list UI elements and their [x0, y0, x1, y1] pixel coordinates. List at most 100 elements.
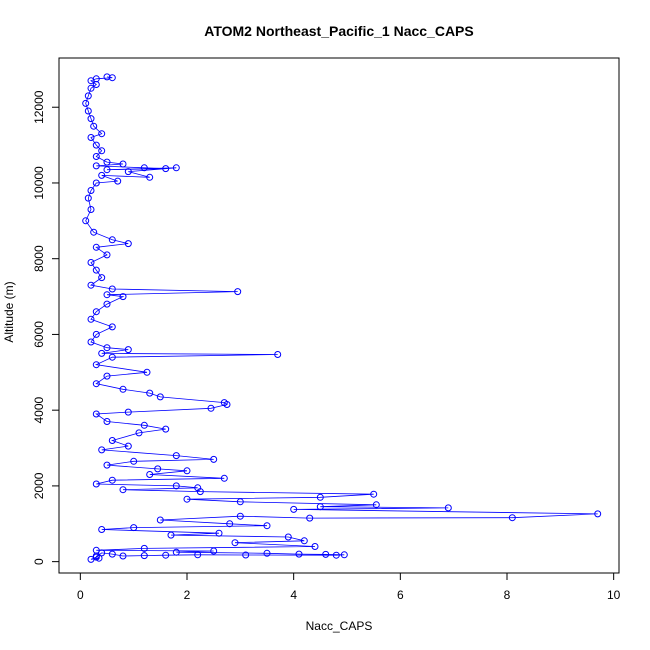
- data-point: [162, 551, 170, 559]
- data-point: [340, 551, 348, 559]
- data-point: [172, 482, 180, 490]
- data-point: [92, 141, 100, 149]
- data-point: [372, 501, 380, 509]
- data-point: [290, 505, 298, 513]
- data-point: [87, 338, 95, 346]
- data-point: [196, 488, 204, 496]
- data-point: [322, 550, 330, 558]
- data-point: [370, 490, 378, 498]
- data-point: [87, 206, 95, 213]
- data-point: [119, 486, 127, 494]
- x-axis-label: Nacc_CAPS: [306, 619, 373, 633]
- data-point: [87, 555, 95, 563]
- data-point: [220, 474, 228, 482]
- data-point: [236, 512, 244, 520]
- data-point: [119, 160, 127, 168]
- data-point: [98, 549, 106, 557]
- y-tick-label: 8000: [32, 245, 46, 272]
- x-tick-label: 6: [397, 588, 404, 602]
- data-point: [87, 281, 95, 289]
- data-point: [108, 437, 116, 444]
- data-point: [98, 349, 106, 357]
- x-axis: 0 2 4 6 8 10: [77, 572, 621, 602]
- series-line: [85, 76, 598, 560]
- data-point: [156, 393, 164, 401]
- data-point: [146, 173, 154, 181]
- data-point: [183, 495, 191, 503]
- data-point: [226, 520, 234, 528]
- data-point: [210, 547, 218, 555]
- data-point: [234, 288, 242, 296]
- data-point: [98, 446, 106, 454]
- data-point: [135, 429, 143, 437]
- data-point: [242, 551, 250, 559]
- data-point: [92, 361, 100, 369]
- data-point: [124, 346, 132, 354]
- data-point: [124, 408, 132, 416]
- data-point: [98, 274, 106, 282]
- data-point: [167, 531, 175, 539]
- data-point: [92, 330, 100, 338]
- x-tick-label: 8: [504, 588, 511, 602]
- data-point: [236, 498, 244, 506]
- data-point: [98, 130, 106, 138]
- data-point: [124, 442, 132, 450]
- data-point: [172, 548, 180, 556]
- data-point: [316, 493, 324, 501]
- data-point: [92, 308, 100, 316]
- data-point: [103, 73, 111, 81]
- data-point: [87, 315, 95, 323]
- data-point: [92, 480, 100, 488]
- data-point: [263, 549, 271, 557]
- data-point: [84, 194, 92, 202]
- data-point: [98, 526, 106, 533]
- data-point: [92, 552, 100, 560]
- data-point: [84, 92, 92, 100]
- data-point: [172, 452, 180, 460]
- data-point: [162, 165, 170, 173]
- data-point: [92, 179, 100, 187]
- data-point: [311, 543, 319, 550]
- y-tick-label: 6000: [32, 321, 46, 348]
- data-point: [162, 425, 170, 433]
- data-point: [119, 552, 127, 560]
- data-point: [103, 372, 111, 380]
- data-point: [87, 134, 95, 141]
- data-point: [103, 251, 111, 259]
- data-point: [194, 551, 202, 559]
- y-axis: 0 2000 4000 6000 8000 10000 12000: [32, 90, 60, 565]
- data-point: [146, 471, 154, 478]
- data-point: [108, 476, 116, 484]
- data-point: [92, 243, 100, 251]
- data-point: [84, 107, 92, 115]
- data-point: [92, 153, 100, 160]
- y-tick-label: 2000: [32, 472, 46, 499]
- data-point: [108, 236, 116, 244]
- data-point: [316, 503, 324, 511]
- data-point: [90, 122, 98, 130]
- data-point: [295, 550, 303, 558]
- data-point: [130, 524, 138, 532]
- data-point: [223, 401, 231, 408]
- data-point: [274, 351, 282, 358]
- data-point: [140, 544, 148, 552]
- data-point: [124, 240, 132, 248]
- data-point: [98, 171, 106, 179]
- data-point: [108, 353, 116, 361]
- data-point: [82, 217, 90, 225]
- data-point: [300, 537, 308, 545]
- data-point: [114, 177, 122, 185]
- data-point: [103, 291, 111, 299]
- data-point: [92, 266, 100, 274]
- data-point: [215, 529, 223, 537]
- data-point: [108, 74, 116, 82]
- data-point: [210, 455, 218, 463]
- data-point: [103, 461, 111, 469]
- data-point: [594, 510, 602, 518]
- data-point: [207, 404, 215, 412]
- data-point: [124, 168, 132, 176]
- data-point: [92, 81, 100, 88]
- data-point: [92, 162, 100, 170]
- data-point: [103, 344, 111, 352]
